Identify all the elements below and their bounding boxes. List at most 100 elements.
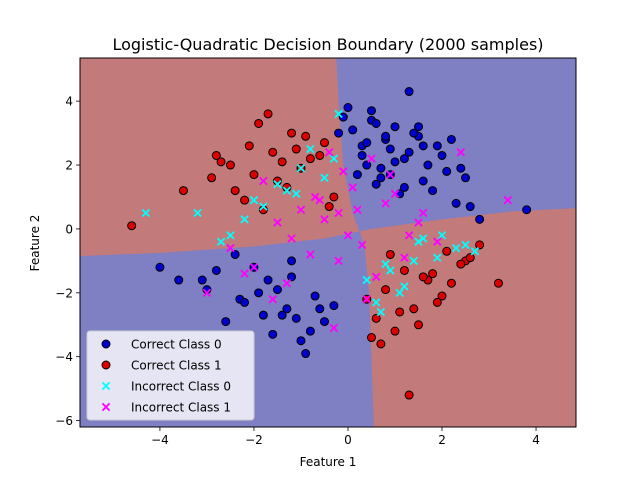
- x-marker-strokes: [433, 237, 442, 246]
- point-correct-class-0: [155, 262, 165, 272]
- point-correct-class-0: [334, 128, 344, 138]
- x-marker-strokes: [343, 231, 353, 240]
- point-correct-class-0: [315, 304, 325, 314]
- point-incorrect-class-1: [320, 215, 329, 224]
- x-marker-strokes: [362, 294, 372, 304]
- x-marker-strokes: [418, 234, 428, 243]
- point-correct-class-1: [465, 253, 475, 263]
- point-incorrect-class-1: [259, 176, 268, 186]
- point-correct-class-1: [268, 147, 278, 157]
- point-correct-class-0: [338, 112, 348, 122]
- x-marker-strokes: [306, 144, 315, 154]
- point-correct-class-1: [432, 297, 442, 307]
- x-marker-strokes: [292, 189, 301, 199]
- point-incorrect-class-0: [306, 144, 315, 154]
- legend-marker: [101, 402, 111, 412]
- point-incorrect-class-1: [339, 167, 348, 176]
- x-tick-label: 2: [438, 433, 446, 447]
- x-axis-label: Feature 1: [300, 455, 357, 469]
- y-tick-label: −6: [55, 414, 73, 428]
- point-correct-class-1: [414, 320, 424, 330]
- point-incorrect-class-0: [292, 189, 301, 199]
- x-marker-strokes: [456, 148, 466, 157]
- plot-frame: [79, 57, 577, 428]
- point-incorrect-class-0: [249, 195, 259, 205]
- point-correct-class-0: [291, 313, 301, 323]
- chart-title: Logistic-Quadratic Decision Boundary (20…: [112, 35, 543, 54]
- point-correct-class-0: [352, 170, 362, 180]
- x-marker-strokes: [400, 282, 409, 291]
- point-correct-class-0: [376, 173, 386, 183]
- point-correct-class-0: [456, 163, 466, 173]
- point-incorrect-class-0: [320, 173, 329, 183]
- point-incorrect-class-0: [376, 307, 386, 317]
- point-correct-class-1: [390, 326, 400, 336]
- point-correct-class-1: [418, 272, 428, 282]
- point-incorrect-class-0: [451, 243, 461, 253]
- point-correct-class-1: [249, 170, 259, 180]
- point-incorrect-class-1: [240, 269, 249, 278]
- x-marker-strokes: [357, 240, 367, 250]
- point-incorrect-class-0: [240, 215, 249, 224]
- point-correct-class-0: [287, 256, 297, 266]
- x-tick-label: −4: [151, 433, 169, 447]
- x-marker-strokes: [202, 288, 212, 298]
- point-correct-class-1: [329, 192, 339, 202]
- point-correct-class-1: [211, 150, 221, 160]
- point-incorrect-class-0: [226, 231, 235, 240]
- point-incorrect-class-1: [362, 294, 372, 304]
- legend-label: Correct Class 1: [131, 359, 222, 373]
- point-correct-class-0: [390, 157, 400, 167]
- point-correct-class-1: [277, 157, 287, 167]
- point-incorrect-class-1: [343, 231, 353, 240]
- x-marker-strokes: [259, 176, 268, 186]
- y-tick-label: 4: [65, 95, 73, 109]
- point-correct-class-0: [390, 122, 400, 132]
- point-incorrect-class-0: [381, 259, 390, 269]
- point-correct-class-1: [225, 160, 235, 170]
- point-correct-class-0: [423, 160, 433, 170]
- point-correct-class-0: [296, 336, 306, 346]
- point-correct-class-1: [371, 313, 381, 323]
- point-incorrect-class-0: [362, 275, 372, 285]
- y-tick-label: 0: [65, 222, 73, 236]
- point-correct-class-0: [357, 150, 367, 160]
- point-correct-class-0: [451, 198, 461, 208]
- point-correct-class-0: [465, 202, 475, 212]
- x-marker-strokes: [273, 218, 282, 227]
- region-class-1-lower-right: [359, 208, 576, 427]
- point-correct-class-0: [362, 160, 372, 170]
- point-correct-class-1: [315, 150, 325, 160]
- point-correct-class-0: [409, 128, 419, 138]
- point-incorrect-class-1: [310, 192, 320, 202]
- point-correct-class-1: [456, 259, 466, 269]
- point-incorrect-class-0: [395, 288, 404, 298]
- x-marker-strokes: [268, 294, 277, 304]
- x-marker-strokes: [386, 266, 395, 275]
- x-marker-strokes: [451, 243, 461, 253]
- scatter-points: [127, 87, 532, 400]
- point-correct-class-0: [371, 118, 381, 128]
- point-correct-class-0: [301, 349, 311, 359]
- point-correct-class-1: [287, 128, 297, 138]
- point-incorrect-class-1: [433, 237, 442, 246]
- legend-marker: [101, 381, 111, 391]
- point-correct-class-1: [324, 202, 334, 212]
- point-incorrect-class-0: [216, 237, 226, 246]
- point-incorrect-class-0: [273, 179, 282, 189]
- point-correct-class-1: [240, 195, 250, 205]
- x-marker-strokes: [381, 199, 390, 208]
- point-correct-class-1: [230, 186, 240, 196]
- point-correct-class-1: [493, 278, 503, 288]
- point-incorrect-class-1: [334, 256, 343, 266]
- x-marker-strokes: [282, 186, 292, 195]
- point-incorrect-class-0: [437, 231, 447, 240]
- legend-label: Correct Class 0: [131, 338, 222, 352]
- point-correct-class-0: [282, 304, 292, 314]
- point-incorrect-class-1: [226, 243, 235, 253]
- point-correct-class-0: [385, 144, 395, 154]
- x-tick-label: 0: [344, 433, 352, 447]
- point-correct-class-1: [366, 333, 376, 343]
- point-incorrect-class-1: [353, 205, 362, 214]
- point-correct-class-1: [178, 186, 188, 196]
